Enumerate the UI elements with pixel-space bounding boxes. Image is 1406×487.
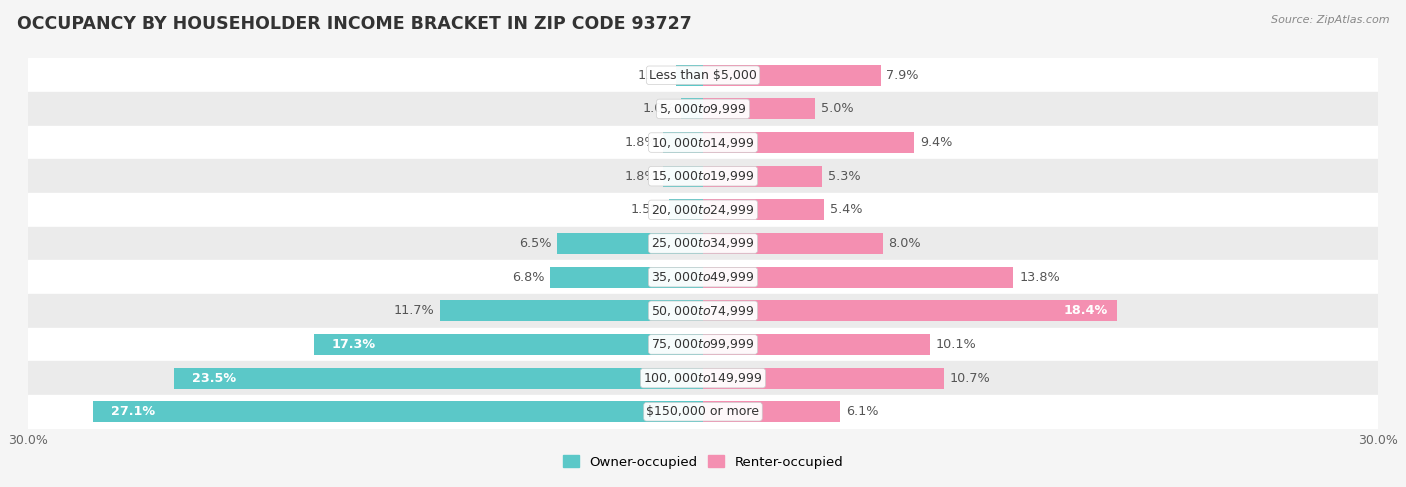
Bar [703,401,841,422]
Text: 18.4%: 18.4% [1064,304,1108,318]
Text: 5.4%: 5.4% [830,204,863,216]
Bar [703,334,931,355]
Text: 6.1%: 6.1% [846,405,879,418]
Text: $10,000 to $14,999: $10,000 to $14,999 [651,135,755,150]
Bar [28,261,1378,294]
Bar [703,132,914,153]
Bar [28,294,1378,328]
Bar [703,300,1116,321]
Text: $35,000 to $49,999: $35,000 to $49,999 [651,270,755,284]
Bar [28,92,1378,126]
Text: 8.0%: 8.0% [889,237,921,250]
Text: OCCUPANCY BY HOUSEHOLDER INCOME BRACKET IN ZIP CODE 93727: OCCUPANCY BY HOUSEHOLDER INCOME BRACKET … [17,15,692,33]
Bar [703,98,815,119]
Bar [28,58,1378,92]
Bar [557,233,703,254]
Text: 11.7%: 11.7% [394,304,434,318]
Bar [703,368,943,389]
Bar [662,166,703,187]
Text: Less than $5,000: Less than $5,000 [650,69,756,82]
Bar [703,199,824,220]
Bar [669,199,703,220]
Bar [93,401,703,422]
Bar [440,300,703,321]
Bar [28,395,1378,429]
Text: 23.5%: 23.5% [193,372,236,385]
Text: 1.8%: 1.8% [624,136,657,149]
Bar [662,132,703,153]
Text: Source: ZipAtlas.com: Source: ZipAtlas.com [1271,15,1389,25]
Text: $5,000 to $9,999: $5,000 to $9,999 [659,102,747,116]
Bar [550,267,703,288]
Text: 1.5%: 1.5% [631,204,664,216]
Bar [28,193,1378,226]
Text: 10.7%: 10.7% [949,372,990,385]
Bar [676,65,703,86]
Text: 5.0%: 5.0% [821,102,853,115]
Bar [28,126,1378,159]
Text: 27.1%: 27.1% [111,405,156,418]
Text: 6.8%: 6.8% [512,271,544,283]
Bar [703,233,883,254]
Bar [314,334,703,355]
Text: $75,000 to $99,999: $75,000 to $99,999 [651,337,755,352]
Text: $20,000 to $24,999: $20,000 to $24,999 [651,203,755,217]
Text: 1.8%: 1.8% [624,169,657,183]
Text: 1.2%: 1.2% [638,69,671,82]
Text: 5.3%: 5.3% [828,169,860,183]
Bar [28,159,1378,193]
Text: 7.9%: 7.9% [886,69,920,82]
Text: 17.3%: 17.3% [332,338,375,351]
Text: $25,000 to $34,999: $25,000 to $34,999 [651,237,755,250]
Text: 1.0%: 1.0% [643,102,675,115]
Bar [28,226,1378,261]
Text: $15,000 to $19,999: $15,000 to $19,999 [651,169,755,183]
Bar [703,166,823,187]
Bar [703,267,1014,288]
Text: $100,000 to $149,999: $100,000 to $149,999 [644,371,762,385]
Legend: Owner-occupied, Renter-occupied: Owner-occupied, Renter-occupied [558,450,848,474]
Bar [681,98,703,119]
Text: 13.8%: 13.8% [1019,271,1060,283]
Text: 10.1%: 10.1% [936,338,977,351]
Text: 6.5%: 6.5% [519,237,551,250]
Bar [28,328,1378,361]
Bar [174,368,703,389]
Bar [703,65,880,86]
Text: $50,000 to $74,999: $50,000 to $74,999 [651,304,755,318]
Text: 9.4%: 9.4% [920,136,952,149]
Bar [28,361,1378,395]
Text: $150,000 or more: $150,000 or more [647,405,759,418]
